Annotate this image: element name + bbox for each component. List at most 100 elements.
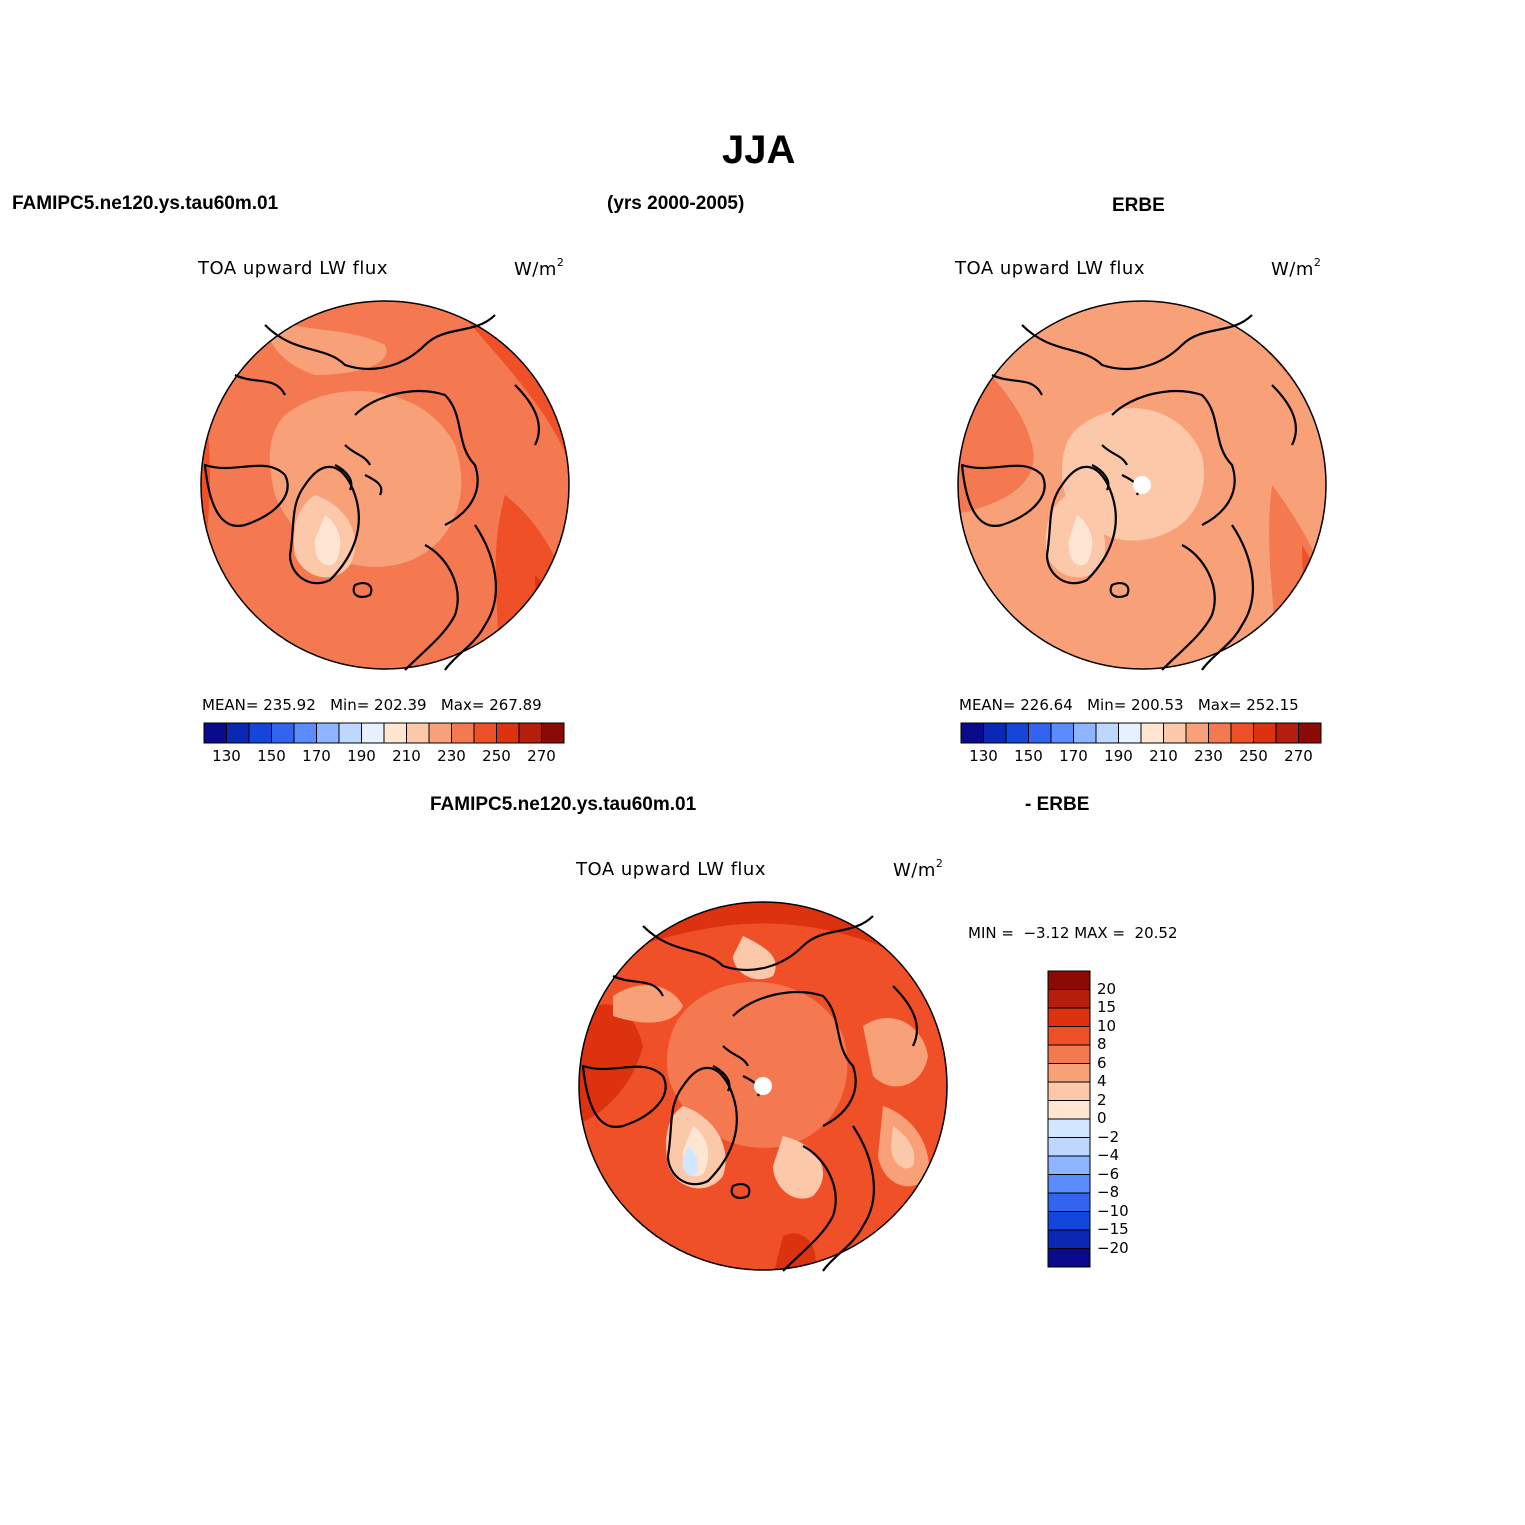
colorbar-swatch: [226, 722, 250, 744]
colorbar-swatch: [1047, 1044, 1091, 1064]
colorbar-swatch: [518, 722, 542, 744]
colorbar-tick-label: 210: [1149, 747, 1178, 765]
colorbar-tick-label: 230: [437, 747, 466, 765]
colorbar-tick-label: 250: [482, 747, 511, 765]
colorbar-tick-label: 270: [1284, 747, 1313, 765]
colorbar-swatch: [1005, 722, 1029, 744]
colorbar-tick-label: 15: [1097, 998, 1117, 1016]
colorbar-swatch: [361, 722, 385, 744]
panel3-minmax: MIN = −3.12 MAX = 20.52: [968, 924, 1178, 942]
colorbar-tick-label: 4: [1097, 1072, 1107, 1090]
colorbar-tick-label: 10: [1097, 1016, 1117, 1035]
panel2-units-base: W/m: [1271, 259, 1314, 280]
colorbar-swatch: [1047, 1081, 1091, 1101]
colorbar-swatch: [428, 722, 452, 744]
colorbar-swatch: [1047, 1211, 1091, 1231]
colorbar-swatch: [496, 722, 520, 744]
colorbar-swatch: [1028, 722, 1052, 744]
colorbar-swatch: [983, 722, 1007, 744]
panel1-mean-label: MEAN=: [202, 696, 259, 714]
panel1-colorbar-ticks: 130 150 170 190 210 230 250 270: [203, 747, 565, 767]
panel3-polar-map: [578, 901, 948, 1272]
colorbar-tick-label: 0: [1097, 1109, 1107, 1127]
colorbar-tick-label: 210: [392, 747, 421, 765]
panel2-polar-map: [957, 300, 1327, 671]
colorbar-tick-label: 20: [1097, 979, 1117, 998]
panel2-min-label: Min=: [1087, 696, 1127, 714]
colorbar-swatch: [1047, 1229, 1091, 1249]
panel1-units-base: W/m: [514, 259, 557, 280]
colorbar-swatch: [406, 722, 430, 744]
colorbar-swatch: [960, 722, 984, 744]
colorbar-tick-label: −10: [1097, 1201, 1129, 1220]
colorbar-tick-label: 270: [527, 747, 556, 765]
colorbar-swatch: [1047, 1100, 1091, 1120]
colorbar-tick-label: 2: [1097, 1090, 1107, 1109]
colorbar-swatch: [1047, 1155, 1091, 1175]
colorbar-swatch: [338, 722, 362, 744]
colorbar-swatch: [248, 722, 272, 744]
colorbar-swatch: [1047, 1174, 1091, 1194]
colorbar-tick-label: 130: [212, 747, 241, 765]
panel2-mean: 226.64: [1020, 696, 1073, 714]
panel1-polar-map: [200, 300, 570, 671]
colorbar-swatch: [383, 722, 407, 744]
observation-name: ERBE: [1112, 195, 1165, 216]
colorbar-tick-label: −8: [1097, 1183, 1120, 1201]
panel1-max: 267.89: [489, 696, 542, 714]
colorbar-swatch: [473, 722, 497, 744]
colorbar-swatch: [541, 722, 565, 744]
panel2-min: 200.53: [1131, 696, 1184, 714]
colorbar-swatch: [1047, 970, 1091, 990]
colorbar-swatch: [1047, 1063, 1091, 1083]
colorbar-tick-label: 8: [1097, 1035, 1107, 1053]
colorbar-tick-label: 6: [1097, 1053, 1107, 1072]
colorbar-swatch: [1298, 722, 1322, 744]
colorbar-swatch: [316, 722, 340, 744]
panel2-mean-label: MEAN=: [959, 696, 1016, 714]
colorbar-tick-label: 230: [1194, 747, 1223, 765]
colorbar-swatch: [1073, 722, 1097, 744]
colorbar-swatch: [293, 722, 317, 744]
colorbar-swatch: [1047, 1137, 1091, 1157]
colorbar-swatch: [1185, 722, 1209, 744]
panel2-units-exp: 2: [1313, 256, 1322, 269]
diff-observation-name: - ERBE: [1025, 794, 1090, 815]
colorbar-swatch: [1047, 989, 1091, 1009]
colorbar-tick-label: 170: [302, 747, 331, 765]
panel1-units: W/m2: [514, 256, 564, 280]
panel3-units-base: W/m: [893, 860, 936, 881]
colorbar-swatch: [1253, 722, 1277, 744]
colorbar-swatch: [1230, 722, 1254, 744]
panel1-variable-label: TOA upward LW flux: [198, 258, 388, 279]
colorbar-swatch: [1118, 722, 1142, 744]
panel1-min-label: Min=: [330, 696, 370, 714]
panel2-max: 252.15: [1246, 696, 1299, 714]
panel1-min: 202.39: [374, 696, 427, 714]
colorbar-tick-label: 130: [969, 747, 998, 765]
colorbar-swatch: [451, 722, 475, 744]
colorbar-tick-label: 150: [1014, 747, 1043, 765]
colorbar-tick-label: 250: [1239, 747, 1268, 765]
colorbar-tick-label: −20: [1097, 1238, 1129, 1257]
colorbar-swatch: [1047, 1118, 1091, 1138]
panel1-max-label: Max=: [440, 696, 485, 714]
colorbar-tick-label: −4: [1097, 1146, 1120, 1164]
colorbar-tick-label: 190: [1104, 747, 1133, 765]
colorbar-swatch: [1047, 1007, 1091, 1027]
colorbar-swatch: [1095, 722, 1119, 744]
diff-model-case-name: FAMIPC5.ne120.ys.tau60m.01: [430, 794, 697, 815]
panel2-stats: MEAN= 226.64 Min= 200.53 Max= 252.15: [959, 696, 1299, 714]
panel2-max-label: Max=: [1197, 696, 1242, 714]
panel3-variable-label: TOA upward LW flux: [576, 859, 766, 880]
panel2-colorbar-ticks: 130 150 170 190 210 230 250 270: [960, 747, 1322, 767]
colorbar-tick-label: −2: [1097, 1127, 1120, 1146]
colorbar-tick-label: −6: [1097, 1164, 1120, 1183]
colorbar-swatch: [203, 722, 227, 744]
colorbar-swatch: [1163, 722, 1187, 744]
colorbar-tick-label: 150: [257, 747, 286, 765]
panel1-mean: 235.92: [263, 696, 316, 714]
panel2-colorbar: [960, 722, 1322, 744]
panel3-units-exp: 2: [935, 857, 944, 870]
colorbar-tick-label: 170: [1059, 747, 1088, 765]
